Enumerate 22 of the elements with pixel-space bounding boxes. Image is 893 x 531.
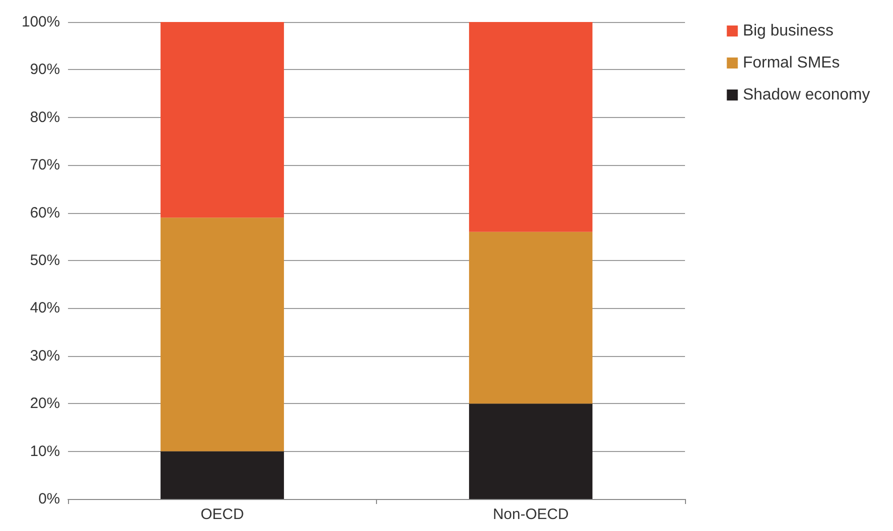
y-tick-label: 30% [30, 347, 60, 364]
y-tick-label: 0% [38, 490, 60, 508]
legend-label: Shadow economy [742, 86, 870, 104]
y-tick-label: 70% [30, 156, 60, 174]
y-tick-label: 10% [30, 442, 60, 460]
y-tick-label: 40% [30, 300, 60, 317]
bar [160, 22, 284, 218]
bar [160, 451, 284, 499]
legend-label: Formal SMEs [742, 54, 840, 72]
bar [469, 404, 592, 499]
bar [469, 22, 592, 232]
y-tick-label: 20% [30, 395, 60, 412]
y-tick-label: 100% [22, 14, 60, 30]
bar [160, 218, 284, 452]
y-tick-label: 50% [30, 252, 60, 269]
bar [469, 232, 592, 404]
y-tick-label: 90% [30, 61, 60, 78]
x-tick-label: OECD [200, 506, 244, 523]
legend-label: Big business [742, 22, 834, 40]
y-tick-label: 60% [30, 204, 60, 222]
x-tick-label: Non-OECD [492, 506, 569, 523]
y-tick-label: 80% [30, 108, 60, 126]
